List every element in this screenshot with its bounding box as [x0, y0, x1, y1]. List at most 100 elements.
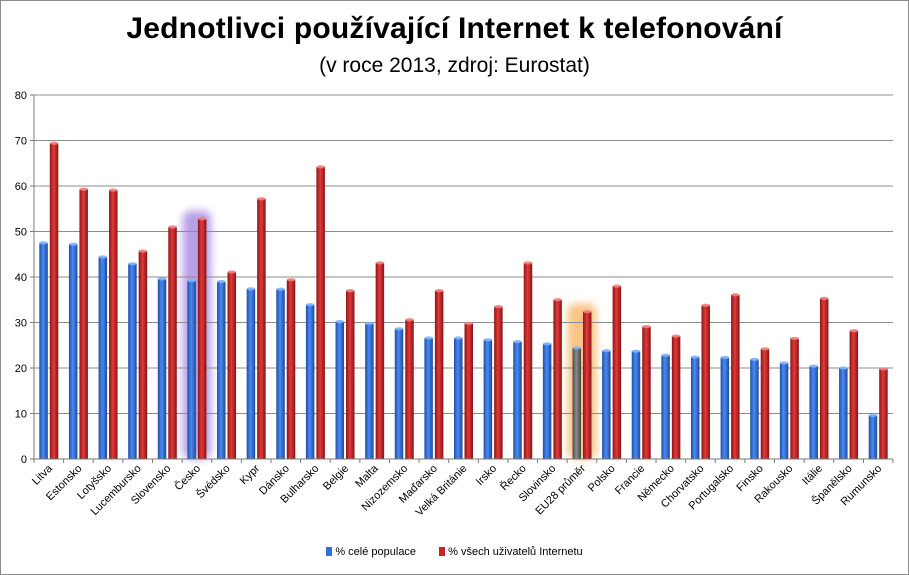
bar-population — [542, 343, 552, 459]
bar-cap — [168, 225, 177, 229]
legend-item-series1: % celé populace — [326, 546, 416, 558]
chart-legend: % celé populace % všech uživatelů Intern… — [0, 546, 909, 558]
bar-internet-users — [109, 190, 118, 459]
legend-item-series2: % všech uživatelů Internetu — [439, 546, 583, 558]
bar-internet-users — [879, 368, 888, 459]
bar-cap — [642, 324, 651, 329]
bar-internet-users — [316, 166, 325, 459]
x-tick-label: Litva — [30, 462, 56, 488]
bar-cap — [197, 217, 207, 221]
bar-cap — [631, 349, 641, 353]
bar-cap — [109, 188, 118, 192]
bar-cap — [760, 347, 770, 351]
bar-cap — [879, 367, 888, 371]
bar-cap — [286, 278, 296, 282]
bar-population — [868, 415, 878, 459]
bar-cap — [661, 353, 670, 357]
bar-population — [128, 263, 137, 459]
bar-cap — [138, 249, 148, 253]
y-tick-label: 80 — [15, 90, 27, 102]
bar-cap — [542, 342, 552, 346]
bar-population — [98, 256, 108, 459]
bar-cap — [868, 413, 878, 417]
bar-cap — [257, 197, 266, 201]
bar-internet-users — [138, 251, 148, 459]
bar-internet-users — [612, 286, 622, 459]
y-tick-label: 40 — [15, 272, 27, 284]
bar-internet-users — [286, 279, 296, 459]
bar-cap — [227, 270, 237, 274]
bar-cap — [750, 357, 759, 361]
bar-cap — [483, 338, 493, 342]
bar-population — [394, 328, 404, 459]
y-tick-label: 10 — [15, 409, 27, 421]
bar-cap — [187, 279, 196, 283]
bar-cap — [365, 321, 374, 326]
chart-subtitle: (v roce 2013, zdroj: Eurostat) — [319, 54, 590, 77]
bar-cap — [276, 287, 285, 291]
bar-cap — [819, 296, 829, 300]
bar-population — [68, 244, 78, 459]
bar-population — [572, 347, 581, 459]
bar-cap — [405, 318, 414, 322]
bar-population — [335, 321, 345, 459]
bar-cap — [346, 289, 355, 293]
bar-cap — [779, 361, 789, 365]
legend-label-series1: % celé populace — [335, 546, 417, 558]
bar-population — [809, 366, 818, 459]
bar-cap — [424, 336, 433, 340]
bar-internet-users — [642, 326, 651, 459]
y-tick-label: 30 — [15, 318, 27, 330]
bar-internet-users — [197, 218, 207, 459]
bar-population — [513, 341, 522, 459]
bar-cap — [79, 187, 88, 191]
bar-cap — [572, 346, 581, 350]
bar-cap — [790, 336, 799, 341]
bar-internet-users — [257, 198, 266, 460]
bar-population — [157, 278, 167, 459]
bar-cap — [612, 284, 622, 288]
bar-cap — [375, 261, 385, 265]
chart-title: Jednotlivci používající Internet k telef… — [126, 12, 783, 45]
bar-cap — [582, 309, 592, 314]
bar-population — [631, 351, 641, 459]
bar-cap — [39, 241, 48, 245]
bar-population — [839, 368, 848, 459]
bar-cap — [849, 329, 859, 333]
bar-cap — [720, 355, 730, 360]
bar-population — [690, 357, 700, 459]
y-tick-label: 50 — [15, 227, 27, 239]
bar-population — [454, 337, 463, 459]
y-tick-label: 70 — [15, 136, 27, 148]
bar-population — [365, 323, 374, 459]
bar-cap — [394, 327, 404, 331]
bar-population — [661, 355, 670, 459]
bar-internet-users — [49, 143, 59, 460]
bar-population — [217, 281, 226, 459]
x-tick-label: Itálie — [800, 463, 825, 488]
bar-cap — [839, 366, 848, 370]
bar-internet-users — [494, 306, 503, 459]
bar-internet-users — [553, 299, 562, 459]
bar-internet-users — [523, 262, 533, 459]
bar-cap — [809, 364, 818, 368]
bar-internet-users — [760, 348, 770, 459]
bar-population — [39, 242, 48, 459]
legend-swatch-series2 — [439, 547, 446, 556]
bar-internet-users — [227, 271, 237, 459]
highlight-glow — [182, 210, 212, 459]
bar-cap — [98, 255, 108, 259]
legend-swatch-series1 — [326, 547, 333, 556]
bar-cap — [434, 289, 444, 293]
bar-internet-users — [434, 290, 444, 459]
bar-population — [276, 289, 285, 459]
bar-cap — [246, 287, 256, 291]
bar-cap — [49, 141, 59, 145]
bar-population — [750, 359, 759, 459]
bar-cap — [690, 355, 700, 359]
x-tick-label: Kypr — [238, 462, 263, 487]
bar-cap — [305, 303, 315, 307]
bar-population — [779, 362, 789, 459]
